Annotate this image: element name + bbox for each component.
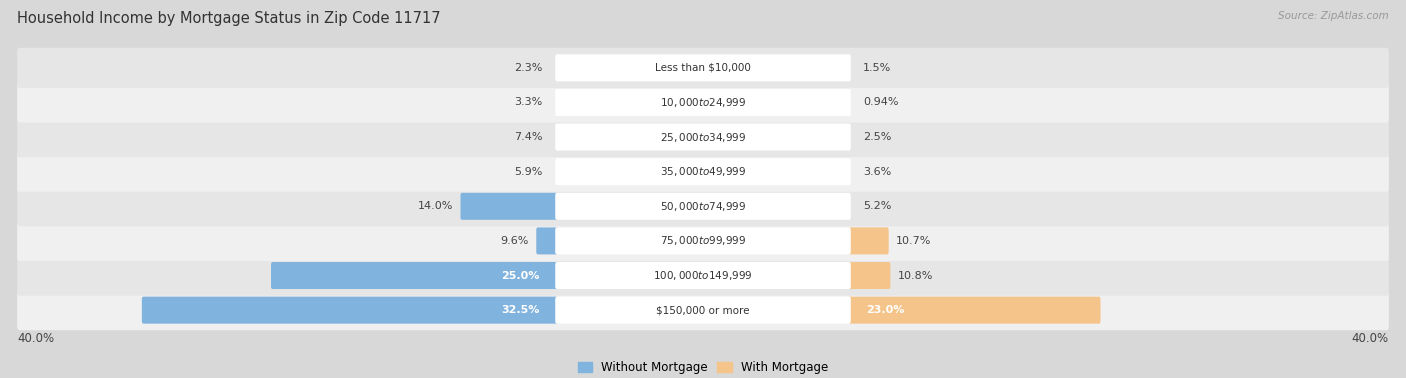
Text: $150,000 or more: $150,000 or more [657, 305, 749, 315]
Text: Source: ZipAtlas.com: Source: ZipAtlas.com [1278, 11, 1389, 21]
Text: $35,000 to $49,999: $35,000 to $49,999 [659, 165, 747, 178]
Text: 9.6%: 9.6% [501, 236, 529, 246]
FancyBboxPatch shape [17, 256, 1389, 296]
Text: 23.0%: 23.0% [866, 305, 905, 315]
FancyBboxPatch shape [555, 54, 851, 81]
FancyBboxPatch shape [848, 228, 889, 254]
Text: 10.8%: 10.8% [897, 271, 934, 280]
Text: $10,000 to $24,999: $10,000 to $24,999 [659, 96, 747, 109]
Text: 3.3%: 3.3% [515, 98, 543, 107]
FancyBboxPatch shape [17, 82, 1389, 122]
Text: 0.94%: 0.94% [863, 98, 898, 107]
Text: 25.0%: 25.0% [501, 271, 540, 280]
FancyBboxPatch shape [555, 262, 851, 289]
Text: Household Income by Mortgage Status in Zip Code 11717: Household Income by Mortgage Status in Z… [17, 11, 440, 26]
FancyBboxPatch shape [555, 297, 851, 324]
Text: 7.4%: 7.4% [515, 132, 543, 142]
Text: 1.5%: 1.5% [863, 63, 891, 73]
FancyBboxPatch shape [555, 124, 851, 150]
FancyBboxPatch shape [555, 228, 851, 254]
FancyBboxPatch shape [142, 297, 558, 324]
FancyBboxPatch shape [17, 186, 1389, 226]
Text: 40.0%: 40.0% [1351, 332, 1389, 345]
Text: 32.5%: 32.5% [501, 305, 540, 315]
FancyBboxPatch shape [17, 152, 1389, 192]
Text: Less than $10,000: Less than $10,000 [655, 63, 751, 73]
Text: 10.7%: 10.7% [896, 236, 931, 246]
Text: $50,000 to $74,999: $50,000 to $74,999 [659, 200, 747, 213]
FancyBboxPatch shape [17, 221, 1389, 261]
Legend: Without Mortgage, With Mortgage: Without Mortgage, With Mortgage [574, 356, 832, 378]
FancyBboxPatch shape [555, 193, 851, 220]
Text: $75,000 to $99,999: $75,000 to $99,999 [659, 234, 747, 248]
FancyBboxPatch shape [271, 262, 558, 289]
FancyBboxPatch shape [555, 158, 851, 185]
Text: 40.0%: 40.0% [17, 332, 55, 345]
FancyBboxPatch shape [848, 297, 1101, 324]
FancyBboxPatch shape [848, 262, 890, 289]
Text: 5.2%: 5.2% [863, 201, 891, 211]
Text: $100,000 to $149,999: $100,000 to $149,999 [654, 269, 752, 282]
Text: 14.0%: 14.0% [418, 201, 453, 211]
Text: 2.5%: 2.5% [863, 132, 891, 142]
FancyBboxPatch shape [536, 228, 558, 254]
FancyBboxPatch shape [461, 193, 558, 220]
FancyBboxPatch shape [17, 48, 1389, 88]
Text: 5.9%: 5.9% [515, 167, 543, 177]
FancyBboxPatch shape [17, 290, 1389, 330]
Text: 2.3%: 2.3% [515, 63, 543, 73]
Text: 3.6%: 3.6% [863, 167, 891, 177]
FancyBboxPatch shape [555, 89, 851, 116]
Text: $25,000 to $34,999: $25,000 to $34,999 [659, 130, 747, 144]
FancyBboxPatch shape [17, 117, 1389, 157]
